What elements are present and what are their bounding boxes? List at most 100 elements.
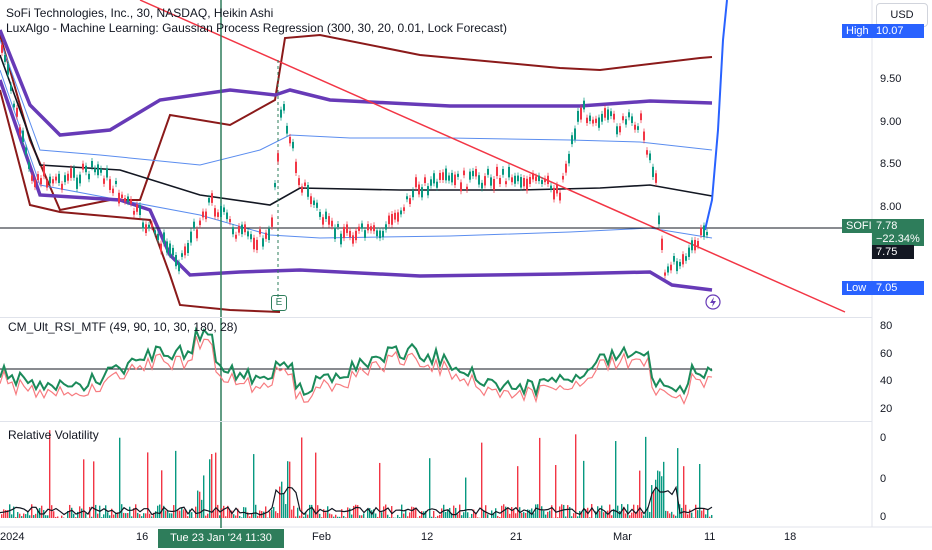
volatility-bar <box>629 515 631 518</box>
pane-separator[interactable] <box>0 421 872 422</box>
volatility-bar <box>335 514 337 518</box>
candle-body <box>427 186 429 196</box>
volatility-bar <box>671 511 673 518</box>
candle-body <box>487 168 489 175</box>
volatility-bar <box>551 505 553 518</box>
volatility-bar <box>3 509 5 518</box>
volatility-bar <box>91 516 93 518</box>
candle-body <box>175 254 177 267</box>
candle-body <box>61 183 63 190</box>
volatility-bar <box>517 466 519 518</box>
volatility-bar <box>609 504 611 518</box>
volatility-bar <box>249 516 251 518</box>
candle-body <box>283 104 285 111</box>
candle-body <box>232 227 234 235</box>
volatility-bar <box>207 513 209 518</box>
lightning-icon[interactable] <box>705 294 721 310</box>
volatility-bar <box>677 448 679 518</box>
candle-body <box>520 177 522 188</box>
price-tick: 9.00 <box>880 116 902 128</box>
candle-body <box>421 187 423 198</box>
volatility-bar <box>569 506 571 518</box>
volatility-bar <box>209 459 211 518</box>
candle-body <box>502 168 504 175</box>
volatility-bar <box>451 512 453 518</box>
candle-body <box>1 44 3 53</box>
volatility-bar <box>237 508 239 518</box>
volatility-bar <box>143 513 145 518</box>
time-label: 18 <box>784 531 797 543</box>
candle-body <box>703 225 705 237</box>
volatility-bar <box>559 506 561 518</box>
pane-separator[interactable] <box>0 317 872 318</box>
volatility-bar <box>323 509 325 518</box>
volatility-bar <box>581 511 583 518</box>
volatility-bar <box>253 454 255 518</box>
volatility-bar <box>461 515 463 518</box>
volatility-bar <box>527 509 529 518</box>
volatility-bar <box>411 506 413 518</box>
volatility-bar <box>675 515 677 518</box>
volatility-bar <box>285 504 287 518</box>
candle-body <box>469 171 471 180</box>
earnings-marker[interactable]: E <box>271 295 287 311</box>
candle-body <box>154 230 156 234</box>
volatility-pane-title[interactable]: Relative Volatility <box>8 428 99 442</box>
candle-body <box>247 231 249 237</box>
candle-body <box>238 226 240 233</box>
volatility-bar <box>185 509 187 518</box>
candle-body <box>250 234 252 240</box>
volatility-bar <box>341 509 343 518</box>
volatility-bar <box>15 517 17 518</box>
candle-body <box>55 176 57 181</box>
candle-body <box>601 113 603 122</box>
volatility-bar <box>313 508 315 518</box>
candle-body <box>664 272 666 276</box>
candle-body <box>160 243 162 252</box>
volatility-bar <box>615 441 617 518</box>
candle-body <box>49 176 51 184</box>
low-value: 7.05 <box>872 281 924 295</box>
volatility-bar <box>407 516 409 518</box>
volatility-bar <box>531 508 533 518</box>
volatility-bar <box>511 507 513 518</box>
candle-body <box>400 210 402 215</box>
time-label: 16 <box>136 531 149 543</box>
volatility-bar <box>345 517 347 518</box>
volatility-bar <box>329 513 331 518</box>
volatility-bar <box>601 505 603 518</box>
volatility-bar <box>333 516 335 518</box>
candle-body <box>187 242 189 254</box>
candle-body <box>130 199 132 204</box>
candle-body <box>499 177 501 185</box>
volatility-bar <box>381 512 383 518</box>
candle-body <box>382 230 384 238</box>
volatility-bar <box>47 515 49 518</box>
volatility-bar <box>349 508 351 518</box>
volatility-bar <box>55 516 57 518</box>
candle-body <box>31 175 33 181</box>
candle-body <box>547 175 549 185</box>
candle-body <box>430 179 432 186</box>
candle-body <box>127 196 129 203</box>
volatility-bar <box>391 506 393 518</box>
candle-body <box>619 126 621 133</box>
volatility-bar <box>389 517 391 518</box>
volatility-bar <box>547 511 549 518</box>
candle-body <box>133 210 135 215</box>
candle-body <box>262 238 264 247</box>
volatility-bar <box>27 511 29 518</box>
volatility-line <box>0 485 713 516</box>
indicator-title[interactable]: LuxAlgo - Machine Learning: Gaussian Pro… <box>6 21 507 35</box>
candle-body <box>211 193 213 203</box>
volatility-bar <box>95 504 97 518</box>
volatility-bar <box>327 506 329 518</box>
candle-body <box>388 215 390 225</box>
volatility-bar <box>77 511 79 518</box>
candle-body <box>355 230 357 241</box>
candle-body <box>223 207 225 212</box>
volatility-bar <box>455 507 457 518</box>
rsi-pane-title[interactable]: CM_Ult_RSI_MTF (49, 90, 10, 30, 180, 28) <box>8 320 238 334</box>
time-label: 21 <box>510 531 523 543</box>
